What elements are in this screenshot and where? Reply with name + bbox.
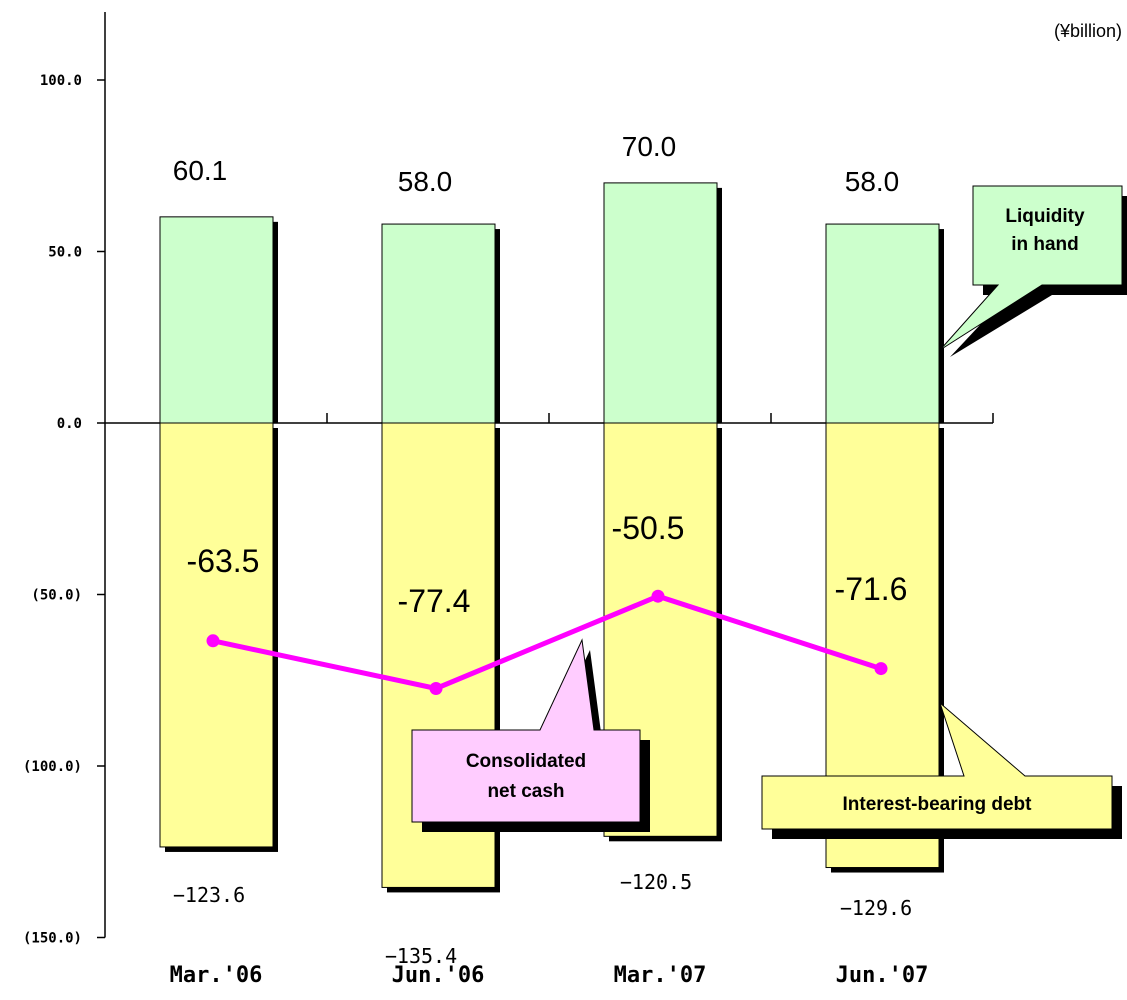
liquidity-bar <box>603 182 718 424</box>
liquidity-bar <box>381 223 496 424</box>
y-tick-label: (100.0) <box>23 759 82 775</box>
debt-value-label: −135.4 <box>385 944 457 968</box>
debt-value-label: −129.6 <box>840 896 912 920</box>
debt-bar <box>159 422 274 848</box>
value-labels: 60.1 −123.6 -63.5 58.0 −135.4 -77.4 70.0 −120.5… <box>173 131 912 968</box>
net-cash-value-label: -63.5 <box>187 543 260 579</box>
x-tick-label: Mar.'06 <box>170 963 263 988</box>
debt-value-label: −123.6 <box>173 883 245 907</box>
liquidity-callout-label: in hand <box>1011 234 1079 255</box>
net-cash-callout <box>411 638 641 823</box>
liquidity-callout-label: Liquidity <box>1005 206 1085 227</box>
net-cash-line <box>206 589 888 695</box>
net-cash-value-label: -77.4 <box>398 583 471 619</box>
liquidity-value-label: 60.1 <box>173 155 228 186</box>
debt-callout-label: Interest-bearing debt <box>843 794 1033 815</box>
y-tick-label: (150.0) <box>23 931 82 947</box>
x-tick-label: Jun.'07 <box>836 963 929 988</box>
y-tick-label: 100.0 <box>40 73 82 89</box>
x-tick-label: Jun.'06 <box>392 963 485 988</box>
net-cash-point <box>206 634 220 648</box>
net-cash-point <box>651 589 665 603</box>
y-tick-label: 50.0 <box>48 245 82 261</box>
unit-label: (¥billion) <box>1054 21 1122 41</box>
axes: 100.0 50.0 0.0 (50.0) (100.0) (150.0) Mar.'06 J… <box>23 12 994 988</box>
liquidity-callout <box>939 185 1123 351</box>
liquidity-bar <box>825 223 940 424</box>
y-tick-label: 0.0 <box>57 416 82 432</box>
liquidity-value-label: 58.0 <box>398 166 453 197</box>
liquidity-bar <box>159 216 274 424</box>
liquidity-value-label: 58.0 <box>845 166 900 197</box>
net-cash-callout-label: Consolidated <box>466 751 586 772</box>
net-cash-series-line <box>212 593 882 692</box>
y-tick-label: (50.0) <box>31 588 82 604</box>
x-tick-label: Mar.'07 <box>614 963 707 988</box>
net-cash-value-label: -50.5 <box>612 510 685 546</box>
liquidity-value-label: 70.0 <box>622 131 677 162</box>
net-cash-point <box>874 662 888 676</box>
callouts: Liquidity in hand Consolidated net cash Inte… <box>411 185 1127 839</box>
debt-callout <box>761 701 1113 830</box>
net-cash-callout-label: net cash <box>487 781 564 802</box>
net-cash-value-label: -71.6 <box>835 571 908 607</box>
net-cash-point <box>429 681 443 695</box>
debt-value-label: −120.5 <box>620 870 692 894</box>
